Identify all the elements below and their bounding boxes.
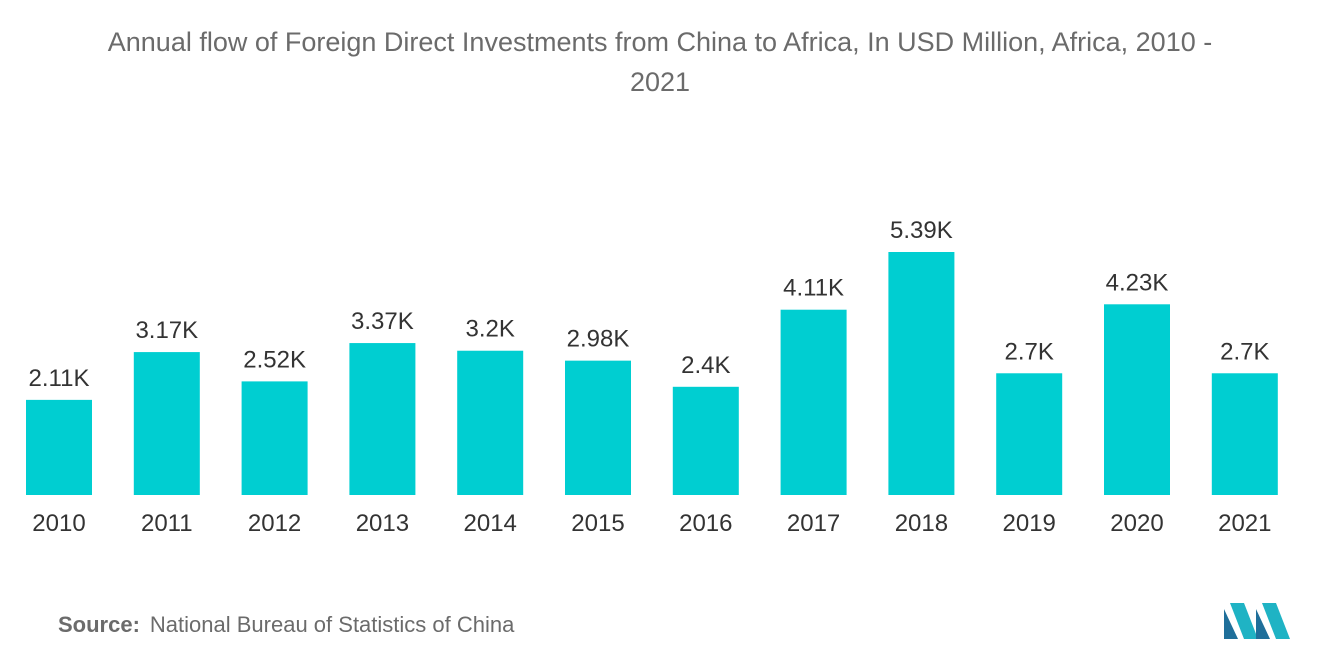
data-label-2010: 2.11K — [29, 365, 90, 392]
bar-chart: 2.11K 2010 3.17K 2011 2.52K 2012 3.37K 2013 3.2K… — [26, 217, 1278, 537]
bar-2013 — [349, 343, 416, 495]
data-label-2013: 3.37K — [351, 308, 414, 335]
data-label-2020: 4.23K — [1106, 269, 1169, 296]
x-tick-label-2011: 2011 — [141, 510, 193, 537]
data-label-2015: 2.98K — [567, 326, 630, 353]
x-tick-label-2017: 2017 — [787, 510, 840, 537]
x-tick-label-2013: 2013 — [356, 510, 409, 537]
data-label-2017: 4.11K — [783, 275, 844, 302]
bar-2011 — [133, 352, 200, 495]
x-tick-label-2019: 2019 — [1003, 510, 1056, 537]
chart-title-line-2: 2021 — [629, 67, 691, 97]
bar-2021 — [1211, 373, 1278, 495]
bar-2020 — [1104, 304, 1170, 495]
bar-2017 — [780, 309, 847, 495]
data-label-2014: 3.2K — [466, 316, 515, 343]
bar-2012 — [241, 381, 308, 495]
x-tick-label-2014: 2014 — [464, 510, 517, 537]
source-label: Source: — [58, 612, 140, 637]
chart-title-line-1: Annual flow of Foreign Direct Investment… — [107, 27, 1213, 57]
x-tick-label-2020: 2020 — [1110, 510, 1163, 537]
bar-2019 — [996, 373, 1063, 495]
bar-2018 — [888, 252, 955, 495]
data-label-2016: 2.4K — [681, 352, 730, 379]
chart-title: Annual flow of Foreign Direct Investment… — [0, 22, 1320, 102]
data-label-2011: 3.17K — [135, 317, 198, 344]
source-note: Source: National Bureau of Statistics of … — [58, 612, 514, 638]
x-tick-label-2018: 2018 — [895, 510, 948, 537]
data-label-2018: 5.39K — [890, 217, 953, 244]
bar-2016 — [672, 386, 739, 495]
x-tick-label-2012: 2012 — [248, 510, 301, 537]
bar-2015 — [565, 360, 631, 495]
x-tick-label-2010: 2010 — [32, 510, 85, 537]
mordor-logo-icon — [1224, 603, 1290, 639]
x-tick-label-2016: 2016 — [679, 510, 732, 537]
bar-2014 — [457, 350, 524, 495]
x-tick-label-2015: 2015 — [571, 510, 624, 537]
source-text: National Bureau of Statistics of China — [149, 612, 515, 637]
x-tick-label-2021: 2021 — [1218, 510, 1271, 537]
bar-2010 — [26, 399, 92, 495]
data-label-2021: 2.7K — [1220, 338, 1269, 365]
data-label-2012: 2.52K — [243, 346, 306, 373]
data-label-2019: 2.7K — [1005, 338, 1054, 365]
